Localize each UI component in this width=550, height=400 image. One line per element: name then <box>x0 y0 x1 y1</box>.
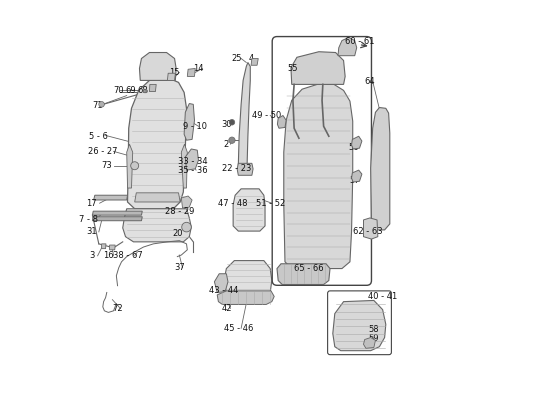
Text: 16: 16 <box>103 251 114 260</box>
Text: 22 - 23: 22 - 23 <box>222 164 252 174</box>
Circle shape <box>99 102 104 107</box>
Text: 38 - 67: 38 - 67 <box>113 251 142 260</box>
Text: 58: 58 <box>368 325 379 334</box>
Circle shape <box>143 90 146 93</box>
Text: 30: 30 <box>221 120 232 129</box>
Text: 14: 14 <box>193 64 204 73</box>
Text: 15: 15 <box>169 68 180 77</box>
Polygon shape <box>128 77 186 209</box>
Polygon shape <box>217 291 274 304</box>
Text: 64: 64 <box>365 77 375 86</box>
Text: 73: 73 <box>101 161 112 170</box>
Circle shape <box>229 137 235 143</box>
Text: 35 - 36: 35 - 36 <box>178 166 208 175</box>
Text: 25: 25 <box>232 54 243 63</box>
FancyBboxPatch shape <box>272 36 371 285</box>
Polygon shape <box>185 149 199 170</box>
FancyBboxPatch shape <box>328 291 392 355</box>
Polygon shape <box>224 260 272 299</box>
Polygon shape <box>109 245 115 250</box>
Text: 57: 57 <box>349 176 360 185</box>
Text: 47 - 48: 47 - 48 <box>218 200 248 208</box>
Text: 9 - 10: 9 - 10 <box>183 122 207 131</box>
Text: 42: 42 <box>222 304 233 313</box>
Polygon shape <box>184 104 195 140</box>
Text: 28 - 29: 28 - 29 <box>166 207 195 216</box>
Polygon shape <box>135 193 180 202</box>
Circle shape <box>229 120 235 125</box>
Polygon shape <box>182 144 188 188</box>
Polygon shape <box>92 217 142 221</box>
Polygon shape <box>167 73 175 80</box>
Text: 26 - 27: 26 - 27 <box>88 147 118 156</box>
Polygon shape <box>102 244 106 249</box>
Polygon shape <box>284 84 353 268</box>
Polygon shape <box>371 108 390 230</box>
Text: 56: 56 <box>349 143 359 152</box>
Text: 4: 4 <box>249 54 254 63</box>
Polygon shape <box>364 218 378 239</box>
Polygon shape <box>214 274 228 292</box>
Text: 69: 69 <box>125 86 136 95</box>
Text: 49 - 50: 49 - 50 <box>251 111 281 120</box>
Polygon shape <box>126 144 133 188</box>
Polygon shape <box>233 189 265 231</box>
Text: 5 - 6: 5 - 6 <box>90 132 108 141</box>
Polygon shape <box>188 68 195 76</box>
Polygon shape <box>351 136 362 149</box>
Text: 45 - 46: 45 - 46 <box>224 324 253 333</box>
Text: 55: 55 <box>288 64 298 73</box>
Text: 51 - 52: 51 - 52 <box>256 200 285 208</box>
Text: 70: 70 <box>113 86 124 95</box>
Text: 33 - 34: 33 - 34 <box>178 157 208 166</box>
Text: 3: 3 <box>89 251 95 260</box>
Text: 2: 2 <box>224 140 229 149</box>
Circle shape <box>144 90 147 93</box>
Text: 62 - 63: 62 - 63 <box>353 226 382 236</box>
Text: 17: 17 <box>86 199 97 208</box>
Polygon shape <box>123 209 191 242</box>
Polygon shape <box>150 84 156 92</box>
Polygon shape <box>182 196 192 208</box>
Text: 40 - 41: 40 - 41 <box>368 292 397 301</box>
Text: 7 - 8: 7 - 8 <box>79 215 98 224</box>
Polygon shape <box>92 211 142 215</box>
Polygon shape <box>94 195 128 200</box>
Text: 68: 68 <box>138 86 148 95</box>
Polygon shape <box>140 52 176 80</box>
Text: 59: 59 <box>368 334 379 343</box>
Text: 43 - 44: 43 - 44 <box>210 286 239 295</box>
Text: 31: 31 <box>86 227 97 236</box>
Polygon shape <box>364 338 376 348</box>
Text: 65 - 66: 65 - 66 <box>294 264 324 273</box>
Polygon shape <box>338 37 357 56</box>
Text: 71: 71 <box>92 101 103 110</box>
Polygon shape <box>333 300 386 351</box>
Text: 60 - 61: 60 - 61 <box>345 37 374 46</box>
Polygon shape <box>238 62 250 171</box>
Circle shape <box>131 162 139 170</box>
Polygon shape <box>277 264 330 284</box>
Polygon shape <box>277 116 286 128</box>
Polygon shape <box>251 58 258 65</box>
Polygon shape <box>351 170 362 182</box>
Text: 72: 72 <box>112 304 123 313</box>
Polygon shape <box>291 52 345 84</box>
Text: 20: 20 <box>172 229 183 238</box>
Circle shape <box>182 222 191 232</box>
Text: 37: 37 <box>175 263 185 272</box>
Polygon shape <box>237 163 253 175</box>
